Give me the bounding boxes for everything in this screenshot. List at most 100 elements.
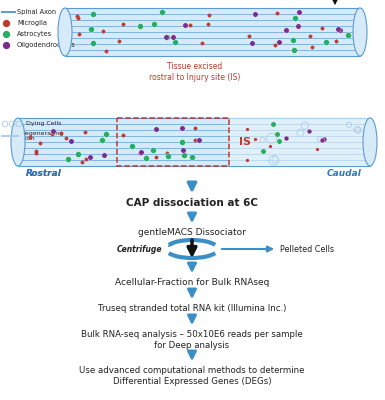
Text: Rostral: Rostral [26,169,62,178]
Point [259,148,266,154]
Point [33,148,39,154]
Point [79,158,85,165]
Text: Degenerating
Axon: Degenerating Axon [20,130,63,141]
Point [102,48,109,54]
Text: Spinal Axon: Spinal Axon [17,9,56,15]
Point [120,132,126,138]
Point [151,20,157,27]
Point [274,10,280,16]
Point [100,28,106,34]
Ellipse shape [11,118,25,166]
Text: Centrifuge: Centrifuge [117,244,162,254]
Point [75,151,81,157]
Point [82,129,88,136]
Point [192,125,198,131]
Text: Dying Cells: Dying Cells [26,122,61,126]
Point [337,27,343,33]
Point [276,39,282,45]
Point [274,131,280,138]
Point [276,138,282,144]
Point [101,152,107,159]
Text: CAP dissociation at 6C: CAP dissociation at 6C [126,198,258,208]
Point [159,9,165,15]
Point [153,125,159,132]
Point [3,31,9,37]
Text: Truseq stranded total RNA kit (Illumina Inc.): Truseq stranded total RNA kit (Illumina … [98,304,286,313]
Text: Rostral: Rostral [26,169,62,178]
Point [3,20,9,26]
Ellipse shape [353,8,367,56]
Point [313,146,320,152]
Point [88,26,94,32]
Point [75,14,82,21]
Point [319,136,325,143]
Text: Astrocytes: Astrocytes [17,31,52,37]
Point [244,156,250,163]
Ellipse shape [363,118,377,166]
Text: Oligodendrocytes: Oligodendrocytes [17,42,76,48]
Point [87,154,93,160]
Point [137,150,143,156]
Point [333,38,339,44]
Point [129,143,136,150]
Point [206,11,212,18]
Point [196,137,202,144]
Point [246,33,253,40]
Point [270,121,276,127]
Point [252,11,258,17]
Point [272,42,278,48]
Point [103,131,109,137]
Point [199,40,205,46]
Point [244,126,250,132]
Point [164,150,170,156]
Point [296,9,302,15]
Text: Microglia: Microglia [17,20,47,26]
Point [172,38,178,45]
Point [170,34,176,40]
Text: Acellular-Fraction for Bulk RNAseq: Acellular-Fraction for Bulk RNAseq [115,278,269,287]
Text: Tissue excised
rostral to Injury site (IS): Tissue excised rostral to Injury site (I… [149,62,241,82]
Point [292,15,298,21]
Point [63,135,69,141]
Point [283,27,290,34]
Point [306,128,312,134]
Point [179,125,185,131]
Ellipse shape [58,8,72,56]
Point [116,38,122,44]
Point [65,156,72,162]
Point [291,47,297,53]
Point [165,152,171,159]
Text: IS: IS [239,137,251,147]
Point [49,130,55,137]
Point [345,31,352,38]
Point [163,34,169,40]
Point [150,147,156,154]
Bar [117,118,229,166]
Point [335,25,341,32]
Point [187,22,193,29]
Point [323,39,329,45]
Point [138,149,144,155]
Point [89,10,95,17]
Point [27,134,33,140]
Point [307,33,313,39]
Point [164,34,171,40]
Point [191,137,198,144]
Text: Pelleted Cells: Pelleted Cells [280,244,334,254]
Point [74,12,80,19]
Point [290,37,296,44]
Point [205,21,211,28]
Point [50,128,56,134]
Bar [229,118,370,166]
Point [319,25,325,31]
Point [252,135,258,142]
Point [32,150,38,156]
Point [283,134,289,141]
Point [189,154,195,160]
Text: Use advanced computational methods to determine
Differential Expressed Genes (DE: Use advanced computational methods to de… [79,366,305,386]
Point [3,42,9,48]
Point [83,156,89,162]
Bar [65,8,360,56]
Point [309,44,315,50]
Point [58,130,64,136]
